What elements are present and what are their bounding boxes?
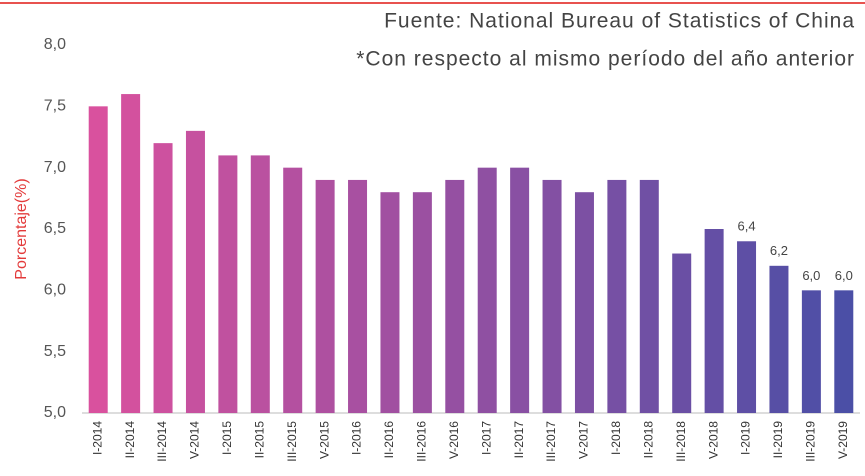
- bar: [185, 130, 205, 413]
- x-tick-label: I-2017: [479, 421, 493, 455]
- x-tick-label: II-2016: [382, 421, 396, 459]
- chart-title: Fuente: National Bureau of Statistics of…: [384, 10, 855, 33]
- bar: [542, 179, 562, 413]
- y-tick-label: 7,0: [44, 159, 66, 176]
- x-tick-label: III-2015: [285, 421, 299, 462]
- x-tick-label: V-2016: [447, 421, 461, 459]
- bar: [737, 241, 757, 413]
- x-tick-label: I-2014: [90, 421, 104, 455]
- x-tick-label: II-2019: [771, 421, 785, 459]
- chart-subtitle: *Con respecto al mismo período del año a…: [356, 48, 855, 71]
- bar: [477, 167, 497, 413]
- x-tick-label: II-2015: [252, 421, 266, 459]
- x-tick-label: V-2019: [836, 421, 850, 459]
- y-tick-label: 6,0: [44, 282, 66, 299]
- x-tick-label: III-2017: [544, 421, 558, 462]
- bar: [672, 253, 692, 413]
- x-tick-label: III-2019: [804, 421, 818, 462]
- x-tick-label: II-2017: [512, 421, 526, 459]
- x-tick-label: II-2018: [641, 421, 655, 459]
- x-tick-label: I-2015: [220, 421, 234, 455]
- bar: [153, 143, 173, 413]
- x-tick-label: I-2016: [350, 421, 364, 455]
- bar: [218, 155, 238, 413]
- data-label: 6,4: [738, 219, 756, 234]
- x-tick-label: V-2014: [188, 421, 202, 459]
- bar: [801, 290, 821, 413]
- x-tick-label: V-2018: [706, 421, 720, 459]
- bar: [607, 179, 627, 413]
- x-tick-label: I-2018: [609, 421, 623, 455]
- x-tick-label: III-2018: [674, 421, 688, 462]
- x-tick-label: I-2019: [739, 421, 753, 455]
- bar: [412, 192, 432, 413]
- data-label: 6,0: [802, 268, 820, 283]
- data-label: 6,0: [835, 268, 853, 283]
- bar: [704, 229, 724, 413]
- y-tick-label: 8,0: [44, 36, 66, 53]
- bar: [769, 265, 789, 413]
- bar: [445, 179, 465, 413]
- y-axis-label: Porcentaje(%): [13, 178, 30, 279]
- bar: [639, 179, 659, 413]
- bar: [348, 179, 368, 413]
- x-tick-label: III-2014: [155, 421, 169, 462]
- data-label: 6,2: [770, 243, 788, 258]
- bar: [315, 179, 335, 413]
- bar: [121, 94, 141, 414]
- bar: [380, 192, 400, 413]
- y-tick-label: 6,5: [44, 220, 66, 237]
- bar: [250, 155, 270, 413]
- bar: [574, 192, 594, 413]
- x-tick-label: II-2014: [123, 421, 137, 459]
- x-tick-label: V-2017: [577, 421, 591, 459]
- y-tick-label: 5,0: [44, 404, 66, 421]
- bar: [88, 106, 108, 413]
- bar: [283, 167, 303, 413]
- x-tick-label: V-2015: [317, 421, 331, 459]
- bar: [510, 167, 530, 413]
- y-tick-label: 7,5: [44, 98, 66, 115]
- bar: [834, 290, 854, 413]
- x-tick-label: III-2016: [415, 421, 429, 462]
- y-tick-label: 5,5: [44, 343, 66, 360]
